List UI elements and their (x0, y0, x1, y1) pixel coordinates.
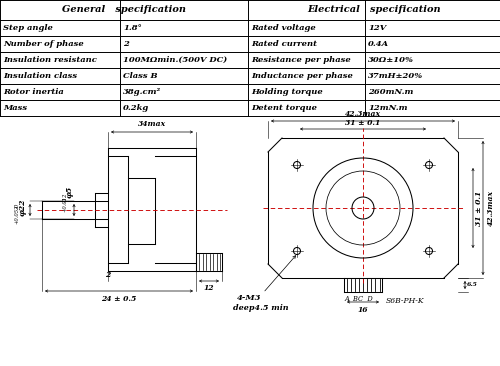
Text: Mass: Mass (3, 104, 27, 112)
Text: 31 ± 0.1: 31 ± 0.1 (346, 119, 380, 127)
Text: 100MΩmin.(500V DC): 100MΩmin.(500V DC) (123, 56, 227, 64)
Text: 6.5: 6.5 (467, 283, 478, 288)
Text: 260mN.m: 260mN.m (368, 88, 414, 96)
Text: Class B: Class B (123, 72, 158, 80)
Text: 24 ± 0.5: 24 ± 0.5 (102, 295, 136, 303)
Text: deep4.5 min: deep4.5 min (233, 304, 288, 312)
Text: General   specification: General specification (62, 5, 186, 15)
Text: Holding torque: Holding torque (251, 88, 323, 96)
Text: Detent torque: Detent torque (251, 104, 317, 112)
Text: 30Ω±10%: 30Ω±10% (368, 56, 414, 64)
Text: Rated current: Rated current (251, 40, 317, 48)
Text: +0.012: +0.012 (62, 193, 68, 212)
Text: 0.4A: 0.4A (368, 40, 389, 48)
Text: 42.3max: 42.3max (487, 190, 495, 226)
Text: φ22: φ22 (19, 198, 27, 216)
Text: -0: -0 (62, 197, 68, 202)
Text: Number of phase: Number of phase (3, 40, 84, 48)
Text: 2: 2 (106, 271, 110, 279)
Text: +0.052: +0.052 (14, 204, 20, 224)
Text: Rated voltage: Rated voltage (251, 24, 316, 32)
Text: 16: 16 (358, 306, 368, 314)
Text: -0: -0 (14, 202, 20, 208)
Text: Insulation resistanc: Insulation resistanc (3, 56, 97, 64)
Text: 12mN.m: 12mN.m (368, 104, 408, 112)
Text: 0.2kg: 0.2kg (123, 104, 149, 112)
Text: Resistance per phase: Resistance per phase (251, 56, 351, 64)
Text: 4-M3: 4-M3 (237, 294, 262, 302)
Text: Insulation class: Insulation class (3, 72, 77, 80)
Text: 12V: 12V (368, 24, 386, 32)
Text: 12: 12 (204, 284, 214, 292)
Text: Step angle: Step angle (3, 24, 53, 32)
Text: Inductance per phase: Inductance per phase (251, 72, 353, 80)
Text: A  BC  D: A BC D (345, 295, 374, 303)
Text: 42.3max: 42.3max (345, 110, 381, 118)
Text: 34max: 34max (138, 120, 166, 128)
Text: 1.8°: 1.8° (123, 24, 142, 32)
Text: Rotor inertia: Rotor inertia (3, 88, 64, 96)
Text: S6B-PH-K: S6B-PH-K (386, 297, 424, 305)
Text: Electrical   specification: Electrical specification (307, 5, 441, 15)
Text: 2: 2 (123, 40, 129, 48)
Text: 37mH±20%: 37mH±20% (368, 72, 423, 80)
Text: φ5: φ5 (66, 186, 74, 198)
Text: 38g.cm²: 38g.cm² (123, 88, 161, 96)
Text: 31 ± 0.1: 31 ± 0.1 (475, 190, 483, 225)
